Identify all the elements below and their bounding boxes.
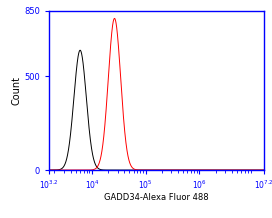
Y-axis label: Count: Count	[11, 76, 21, 105]
X-axis label: GADD34-Alexa Fluor 488: GADD34-Alexa Fluor 488	[104, 193, 209, 202]
